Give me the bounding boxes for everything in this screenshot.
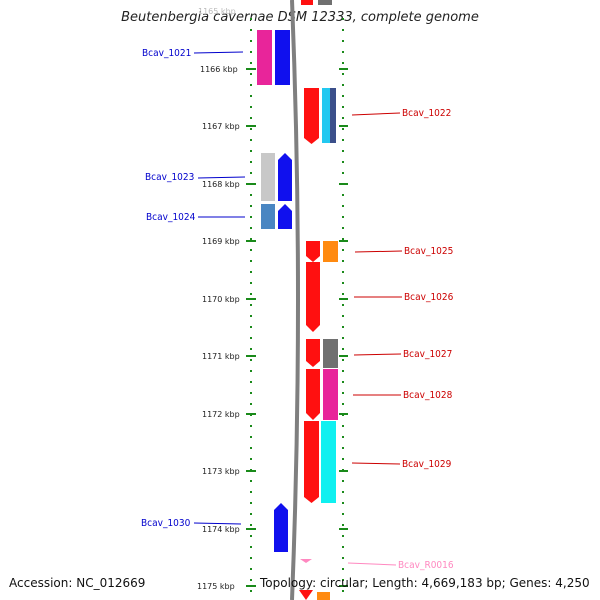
- gene-label-bcav-1026[interactable]: Bcav_1026: [404, 292, 454, 303]
- gene-bcav-1030-blue[interactable]: [274, 503, 288, 552]
- ruler-label: 1172 kbp: [202, 410, 240, 419]
- left-callout-lines: [193, 51, 246, 525]
- genome-backbone: [290, 0, 300, 600]
- gene-label-bcav-1024[interactable]: Bcav_1024: [146, 212, 196, 223]
- gene-bcav-1024-steel[interactable]: [261, 204, 275, 229]
- right-callout-lines: [351, 112, 403, 465]
- gene-bcav-1024-blue[interactable]: [278, 204, 292, 229]
- map-title: Beutenbergia cavernae DSM 12333, complet…: [121, 10, 479, 25]
- gene-label-bcav-1021[interactable]: Bcav_1021: [142, 48, 191, 59]
- gene-bcav-1023-gray[interactable]: [261, 153, 275, 201]
- ruler-label: 1169 kbp: [202, 237, 240, 246]
- ruler-label: 1168 kbp: [202, 180, 240, 189]
- accession-info: Accession: NC_012669: [9, 576, 146, 590]
- ruler-label: 1167 kbp: [202, 122, 240, 131]
- gene-partial-top-gray[interactable]: [318, 0, 332, 5]
- gene-label-bcav-1029[interactable]: Bcav_1029: [402, 459, 452, 470]
- ruler-label-top: 1165 kbp: [198, 7, 236, 16]
- gene-bcav-1022-cyan[interactable]: [322, 88, 330, 143]
- ruler-label: 1175 kbp: [197, 582, 235, 591]
- gene-bcav-1022-red[interactable]: [304, 88, 319, 144]
- topology-info: Topology: circular; Length: 4,669,183 bp…: [260, 576, 590, 590]
- rna-callout-line: [347, 562, 397, 566]
- gene-bcav-1029-cyan[interactable]: [321, 421, 336, 503]
- gene-bcav-1021-magenta[interactable]: [257, 30, 272, 85]
- gene-label-bcav-1028[interactable]: Bcav_1028: [403, 390, 453, 401]
- gene-bcav-1027-gray[interactable]: [323, 339, 338, 368]
- right-major-ticks: [339, 68, 348, 587]
- gene-bcav-1022-navy[interactable]: [330, 88, 336, 143]
- gene-label-bcav-1022[interactable]: Bcav_1022: [402, 108, 451, 119]
- gene-partial-bottom-orange[interactable]: [317, 592, 330, 600]
- ruler-label: 1166 kbp: [200, 65, 238, 74]
- gene-partial-bottom-red[interactable]: [299, 590, 313, 600]
- ruler-label: 1174 kbp: [202, 525, 240, 534]
- gene-label-bcav-1023[interactable]: Bcav_1023: [145, 172, 194, 183]
- gene-bcav-1028-red[interactable]: [306, 369, 320, 420]
- gene-partial-top-red[interactable]: [301, 0, 313, 5]
- gene-bcav-1025-orange[interactable]: [323, 241, 338, 262]
- left-major-ticks: [246, 68, 256, 587]
- gene-bcav-r0016-pink[interactable]: [300, 559, 312, 563]
- gene-label-bcav-1025[interactable]: Bcav_1025: [404, 246, 453, 257]
- gene-bcav-1029-red[interactable]: [304, 421, 319, 503]
- gene-label-bcav-r0016[interactable]: Bcav_R0016: [398, 560, 454, 571]
- gene-bcav-1025-red[interactable]: [306, 241, 320, 262]
- ruler-label: 1173 kbp: [202, 467, 240, 476]
- gene-bcav-1023-blue[interactable]: [278, 153, 292, 201]
- gene-bcav-1027-red[interactable]: [306, 339, 320, 367]
- gene-label-bcav-1030[interactable]: Bcav_1030: [141, 518, 191, 529]
- gene-bcav-1021-blue[interactable]: [275, 30, 290, 85]
- gene-bcav-1026-red[interactable]: [306, 262, 320, 332]
- ruler-label: 1171 kbp: [202, 352, 240, 361]
- ruler-label: 1170 kbp: [202, 295, 240, 304]
- gene-label-bcav-1027[interactable]: Bcav_1027: [403, 349, 452, 360]
- gene-bcav-1028-magenta[interactable]: [323, 369, 338, 420]
